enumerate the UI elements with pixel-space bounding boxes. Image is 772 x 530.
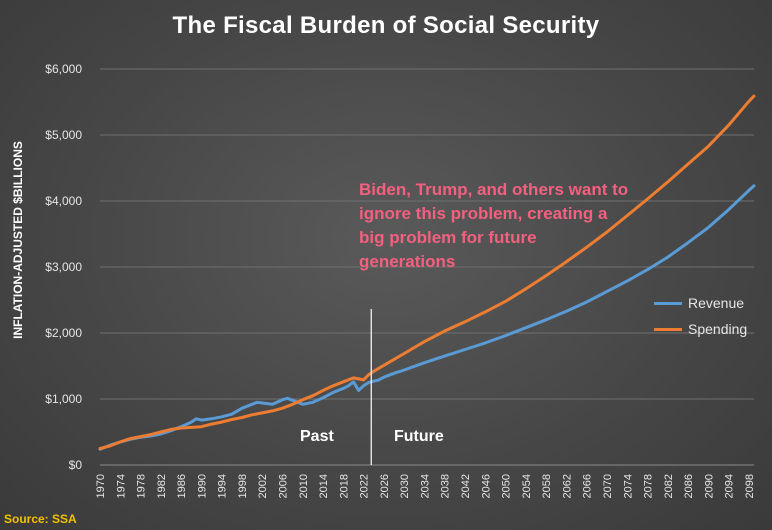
x-tick-label: 2022 — [359, 474, 371, 498]
x-tick-label: 2090 — [703, 474, 715, 498]
chart-annotation: Biden, Trump, and others want to ignore … — [359, 180, 629, 271]
x-tick-label: 2034 — [419, 474, 431, 498]
y-tick-label: $1,000 — [45, 392, 82, 406]
y-axis-ticks: $0 $1,000 $2,000 $3,000 $4,000 $5,000 $6,000 — [45, 62, 82, 472]
x-tick-label: 2082 — [663, 474, 675, 498]
x-tick-label: 2098 — [744, 474, 756, 498]
y-tick-label: $3,000 — [45, 260, 82, 274]
chart-title: The Fiscal Burden of Social Security — [172, 12, 600, 39]
x-tick-label: 2014 — [318, 474, 330, 498]
series-line-spending — [98, 94, 756, 450]
y-tick-label: $5,000 — [45, 128, 82, 142]
x-tick-label: 1994 — [217, 474, 229, 498]
legend: Revenue Spending — [654, 290, 748, 342]
x-tick-label: 2058 — [541, 474, 553, 498]
x-tick-label: 1986 — [176, 474, 188, 498]
x-tick-label: 2074 — [622, 474, 634, 498]
legend-label-revenue: Revenue — [688, 295, 745, 311]
legend-item-revenue: Revenue — [654, 290, 747, 316]
y-tick-label: $4,000 — [45, 194, 82, 208]
x-tick-label: 1978 — [136, 474, 148, 498]
x-tick-label: 2086 — [683, 474, 695, 498]
series-line-revenue — [98, 184, 756, 451]
x-tick-label: 1990 — [196, 474, 208, 498]
x-tick-label: 2062 — [561, 474, 573, 498]
x-tick-label: 2070 — [602, 474, 614, 498]
x-tick-label: 2026 — [379, 474, 391, 498]
legend-label-spending: Spending — [688, 321, 748, 337]
y-tick-label: $0 — [69, 458, 83, 472]
x-tick-label: 2030 — [399, 474, 411, 498]
x-tick-label: 2054 — [521, 474, 533, 498]
legend-item-spending: Spending — [654, 316, 748, 342]
x-tick-label: 2094 — [724, 474, 736, 498]
x-tick-label: 2010 — [298, 474, 310, 498]
legend-swatch-revenue — [654, 301, 682, 305]
y-axis-label: INFLATION-ADJUSTED $BILLIONS — [11, 141, 25, 339]
x-tick-label: 1998 — [237, 474, 249, 498]
source-note: Source: SSA — [4, 512, 77, 526]
future-region-label: Future — [394, 428, 444, 445]
x-tick-label: 1970 — [95, 474, 107, 498]
y-tick-label: $6,000 — [45, 62, 82, 76]
x-axis-ticks: 1970 1974 1978 1982 1986 1990 1994 1998 2002 2006… — [95, 474, 756, 498]
x-tick-label: 2018 — [338, 474, 350, 498]
x-tick-label: 1974 — [115, 474, 127, 498]
x-tick-label: 2002 — [257, 474, 269, 498]
past-region-label: Past — [300, 428, 334, 445]
x-tick-label: 1982 — [156, 474, 168, 498]
x-tick-label: 2038 — [440, 474, 452, 498]
x-tick-label: 2050 — [501, 474, 513, 498]
x-tick-label: 2042 — [460, 474, 472, 498]
series-lines — [98, 94, 756, 451]
y-tick-label: $2,000 — [45, 326, 82, 340]
x-tick-label: 2006 — [278, 474, 290, 498]
x-tick-label: 2046 — [480, 474, 492, 498]
legend-swatch-spending — [654, 327, 682, 331]
x-tick-label: 2078 — [643, 474, 655, 498]
x-tick-label: 2066 — [582, 474, 594, 498]
gridlines — [100, 68, 754, 466]
